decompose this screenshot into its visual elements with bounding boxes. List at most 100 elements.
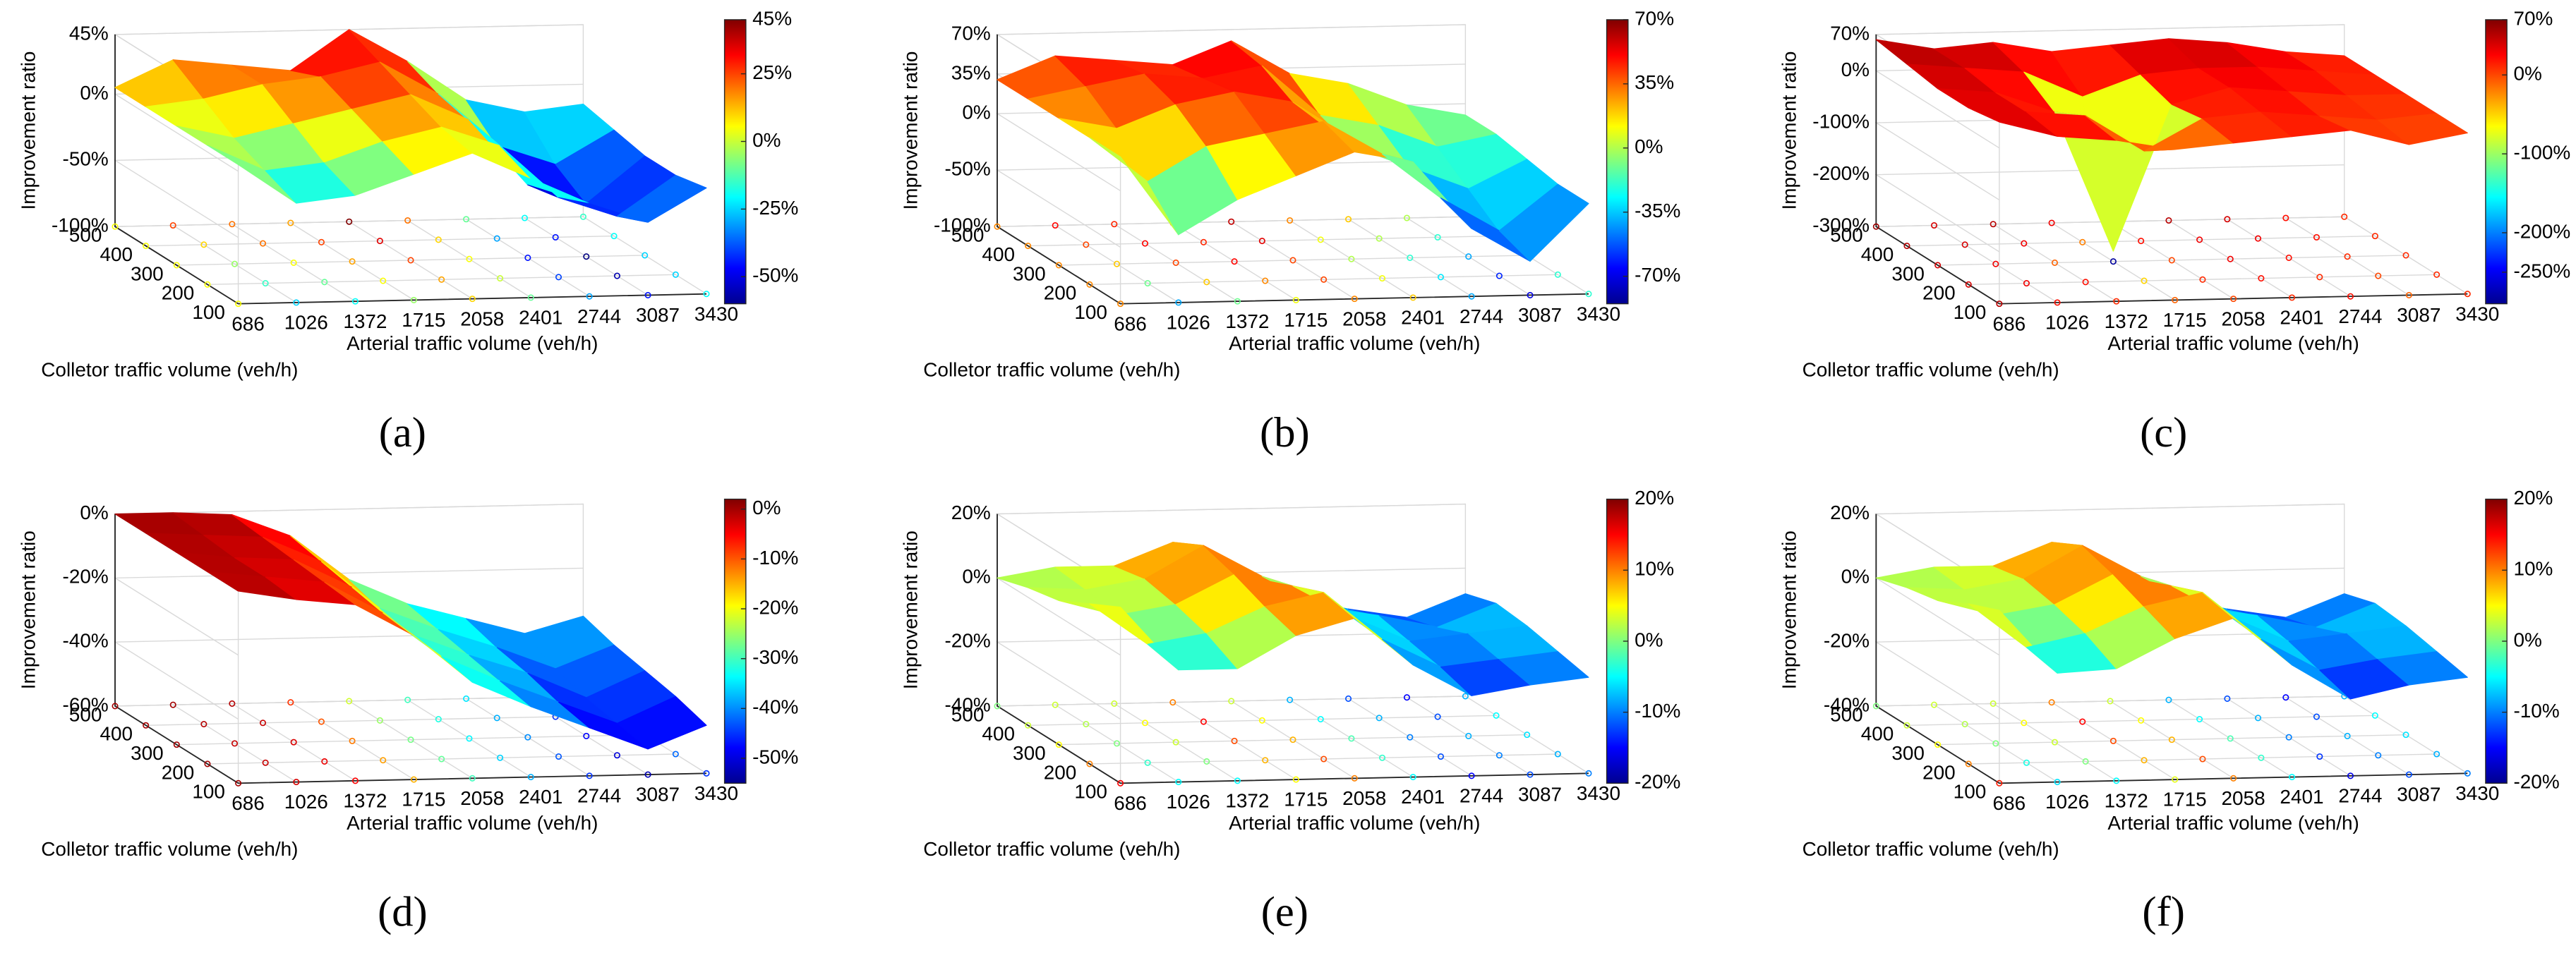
- grid-line: [1968, 274, 2437, 285]
- colorbar-tick-label: 45%: [752, 7, 792, 29]
- floor-contour: [2258, 754, 2265, 761]
- x-tick-label: 1372: [343, 789, 387, 811]
- floor-contour: [410, 776, 417, 783]
- floor-contour: [527, 774, 534, 781]
- x-axis-label: Arterial traffic volume (veh/h): [2107, 332, 2359, 354]
- floor-contour: [1493, 712, 1500, 719]
- panel-label: (c): [2140, 409, 2187, 456]
- x-tick-label: 3087: [636, 304, 680, 326]
- grid-line: [1937, 255, 2407, 266]
- floor-contour: [1025, 243, 1032, 250]
- colorbar: [723, 498, 747, 784]
- floor-contour: [1234, 777, 1241, 784]
- floor-contour: [2316, 753, 2323, 760]
- floor-contour: [1961, 720, 1968, 728]
- floor-contour: [1554, 751, 1561, 758]
- y-tick-label: 500: [69, 703, 102, 725]
- floor-contour: [2375, 752, 2382, 759]
- x-tick-label: 2401: [2280, 786, 2323, 808]
- colorbar-tick-label: 70%: [2513, 7, 2553, 29]
- floor-contour: [2141, 757, 2148, 764]
- floor-contour: [2254, 235, 2262, 242]
- z-tick-label: -40%: [63, 630, 109, 652]
- floor-contour: [1117, 301, 1124, 308]
- floor-contour: [2285, 254, 2292, 261]
- z-tick-label: -200%: [1812, 162, 1870, 184]
- floor-contour: [346, 218, 353, 225]
- floor-contour: [1175, 299, 1182, 306]
- colorbar-tick-label: -20%: [1635, 771, 1680, 793]
- floor-contour: [1287, 696, 1294, 703]
- y-tick-label: 100: [1074, 781, 1107, 803]
- colorbar-tick-label: 10%: [2513, 558, 2553, 580]
- floor-contour: [318, 238, 325, 245]
- floor-contour: [2230, 296, 2237, 303]
- x-tick-label: 3430: [694, 303, 738, 324]
- grid-line: [176, 255, 645, 266]
- floor-contour: [2347, 293, 2354, 300]
- x-tick-label: 2058: [460, 787, 504, 809]
- x-tick-label: 1372: [1225, 789, 1269, 811]
- floor-contour: [173, 741, 180, 748]
- floor-contour: [2051, 259, 2058, 266]
- floor-contour: [1465, 253, 1472, 260]
- y-axis-label: Colletor traffic volume (veh/h): [923, 358, 1180, 380]
- floor-contour: [1376, 235, 1383, 242]
- axis-line: [997, 514, 1589, 784]
- x-tick-label: 1715: [1284, 789, 1328, 811]
- grid-line: [1059, 734, 1527, 746]
- floor-contour: [2109, 737, 2117, 744]
- floor-contour: [380, 757, 387, 764]
- floor-contour: [1169, 699, 1176, 706]
- floor-contour: [2313, 713, 2320, 720]
- floor-contour: [1934, 741, 1942, 748]
- colorbar-tick-label: -35%: [1635, 200, 1680, 221]
- floor-contour: [2138, 717, 2145, 724]
- x-tick-label: 1372: [2105, 310, 2148, 332]
- floor-contour: [438, 276, 445, 283]
- z-tick-label: 0%: [962, 566, 990, 588]
- floor-contour: [466, 735, 473, 742]
- panel: -100% -50% 0% 45% 686 1026 1372 1715 2058 2401 274…: [17, 7, 798, 456]
- floor-contour: [1111, 221, 1118, 228]
- y-tick-label: 400: [982, 243, 1015, 265]
- floor-contour: [262, 280, 269, 287]
- y-tick-label: 100: [1954, 781, 1987, 803]
- floor-contour: [2282, 214, 2289, 221]
- floor-contour: [2023, 280, 2030, 287]
- x-tick-label: 1715: [2163, 789, 2207, 811]
- floor-contour: [259, 720, 267, 727]
- x-tick-label: 2058: [1342, 787, 1386, 809]
- floor-contour: [1200, 718, 1207, 725]
- floor-contour: [2227, 735, 2234, 742]
- floor-contour: [1317, 236, 1324, 243]
- floor-contour: [2347, 772, 2354, 779]
- panel-label: (f): [2142, 889, 2184, 936]
- y-tick-label: 100: [192, 781, 225, 803]
- grid-line: [207, 274, 676, 285]
- floor-contour: [1345, 695, 1352, 702]
- floor-contour: [1403, 694, 1411, 701]
- grid-line: [1089, 753, 1558, 765]
- grid-line: [1089, 274, 1558, 285]
- floor-contour: [1083, 720, 1090, 728]
- floor-contour: [469, 775, 476, 782]
- floor-contour: [644, 771, 651, 778]
- floor-contour: [1345, 216, 1352, 223]
- floor-contour: [2196, 715, 2203, 723]
- axis-line: [114, 514, 707, 784]
- floor-contour: [1172, 259, 1179, 266]
- floor-contour: [1203, 279, 1210, 286]
- floor-contour: [1086, 760, 1093, 767]
- floor-contour: [1495, 272, 1503, 279]
- floor-contour: [2054, 299, 2061, 306]
- x-tick-label: 1026: [284, 312, 328, 334]
- floor-contour: [1527, 291, 1534, 298]
- y-tick-label: 400: [100, 243, 133, 265]
- floor-contour: [1141, 720, 1149, 727]
- z-tick-label: -50%: [63, 148, 109, 170]
- x-tick-label: 3430: [694, 782, 738, 804]
- z-tick-label: 35%: [951, 61, 991, 83]
- floor-contour: [407, 736, 414, 743]
- floor-contour: [1930, 221, 1938, 229]
